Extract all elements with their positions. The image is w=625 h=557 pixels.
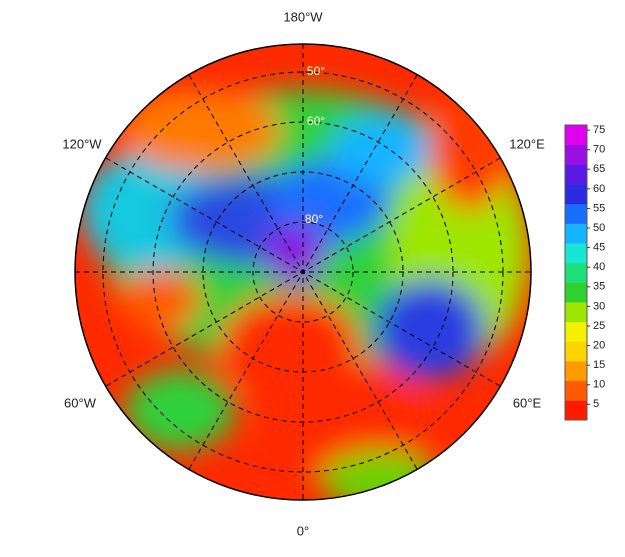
colorbar-segment xyxy=(565,203,587,224)
colorbar-tick-label: 65 xyxy=(593,163,605,175)
colorbar-segment xyxy=(565,380,587,401)
colorbar-tick-label: 75 xyxy=(593,124,605,136)
latitude-label: 50° xyxy=(307,64,325,78)
colorbar-tick-label: 45 xyxy=(593,242,605,254)
colorbar-segment xyxy=(565,184,587,205)
colorbar-tick-label: 5 xyxy=(593,398,599,410)
latitude-label: 60° xyxy=(307,114,325,128)
longitude-label: 60°E xyxy=(513,395,542,410)
longitude-label: 180°W xyxy=(283,9,323,24)
colorbar: 5 10 15 20 25 30 35 40 45 50 55 60 65 70 75 xyxy=(564,124,605,421)
latitude-label: 80° xyxy=(305,212,323,226)
colorbar-frame xyxy=(564,124,588,421)
colorbar-segment xyxy=(565,164,587,185)
colorbar-tick-label: 55 xyxy=(593,202,605,214)
colorbar-tick-label: 10 xyxy=(593,379,605,391)
colorbar-tick-label: 35 xyxy=(593,281,605,293)
colorbar-tick-label: 20 xyxy=(593,339,605,351)
colorbar-segment xyxy=(565,125,587,146)
longitude-label: 120°W xyxy=(62,136,102,151)
colorbar-tick-label: 30 xyxy=(593,300,605,312)
colorbar-segment xyxy=(565,243,587,264)
colorbar-segment xyxy=(565,321,587,342)
colorbar-segment xyxy=(565,400,587,421)
colorbar-segment xyxy=(565,361,587,382)
longitude-label: 0° xyxy=(297,523,309,538)
colorbar-segment xyxy=(565,262,587,283)
colorbar-tick-label: 40 xyxy=(593,261,605,273)
colorbar-segment xyxy=(565,341,587,362)
colorbar-tick-label: 60 xyxy=(593,183,605,195)
colorbar-segment xyxy=(565,302,587,323)
colorbar-segment xyxy=(565,282,587,303)
longitude-label: 120°E xyxy=(509,136,545,151)
map-border xyxy=(74,43,532,501)
longitude-label: 60°W xyxy=(64,395,97,410)
colorbar-tick-label: 50 xyxy=(593,222,605,234)
colorbar-tick-label: 15 xyxy=(593,359,605,371)
graticule xyxy=(75,44,531,500)
colorbar-segment xyxy=(565,144,587,165)
labels: 180°W 120°W 120°E 60°W 60°E 0° 50° 60° 80° xyxy=(62,9,545,538)
colorbar-tick-label: 25 xyxy=(593,320,605,332)
colorbar-segment xyxy=(565,223,587,244)
heatmap-field xyxy=(75,44,531,500)
colorbar-tick-label: 70 xyxy=(593,144,605,156)
